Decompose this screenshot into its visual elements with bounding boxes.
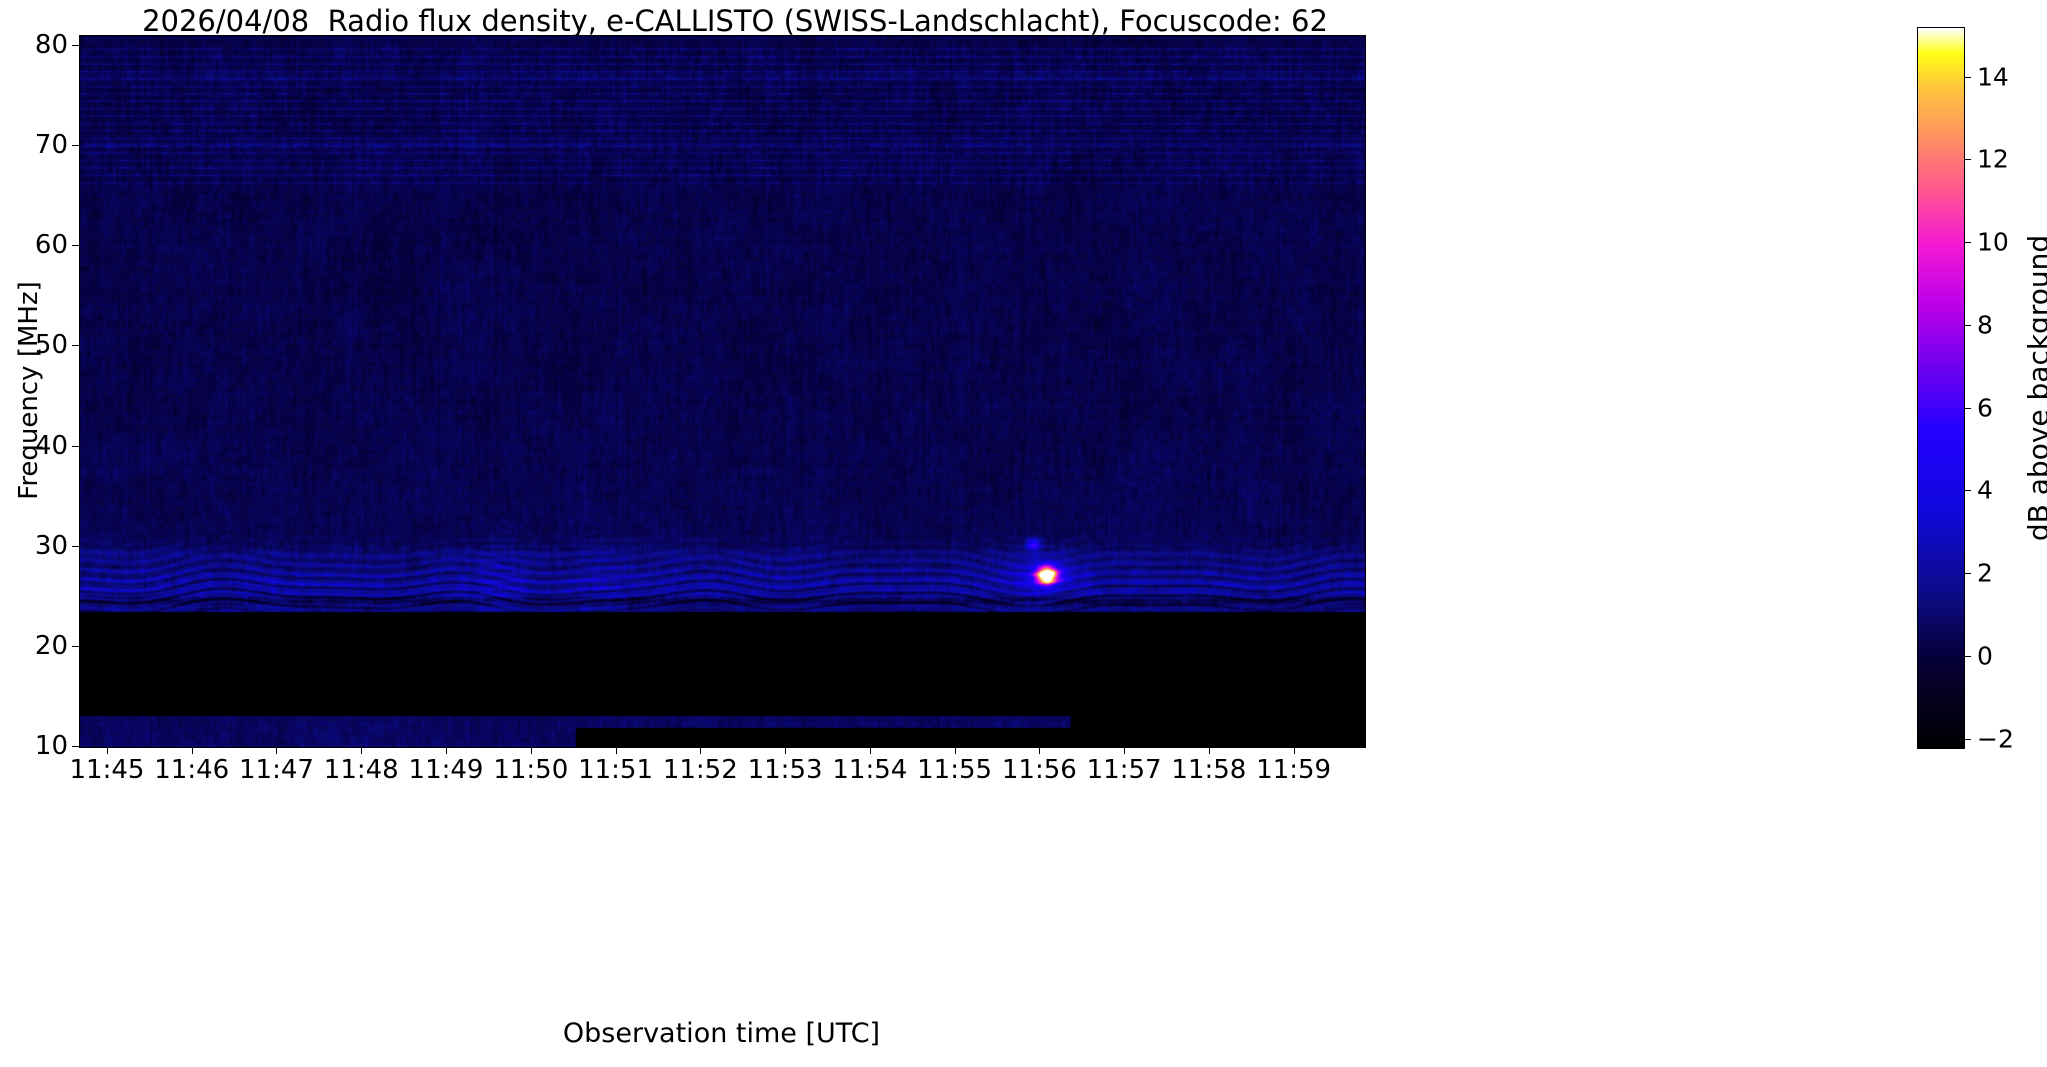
y-tick-mark (72, 145, 79, 147)
page-title: 2026/04/08 Radio flux density, e-CALLIST… (142, 4, 1328, 38)
colorbar-tick-label: 4 (1977, 475, 1993, 505)
colorbar-tick-label: −2 (1977, 724, 2014, 754)
colorbar-tick-label: 2 (1977, 558, 1993, 588)
x-tick-mark (361, 747, 363, 754)
x-tick-mark (276, 747, 278, 754)
y-tick-mark (72, 345, 79, 347)
x-tick-label: 11:57 (1086, 755, 1162, 785)
x-tick-label: 11:53 (747, 755, 823, 785)
y-tick-mark (72, 645, 79, 647)
x-tick-label: 11:48 (323, 755, 399, 785)
colorbar-tick-label: 10 (1977, 227, 2009, 257)
x-tick-label: 11:58 (1171, 755, 1247, 785)
colorbar-tick-label: 8 (1977, 310, 1993, 340)
colorbar-tick-label: 6 (1977, 393, 1993, 423)
y-tick-mark (72, 445, 79, 447)
x-tick-label: 11:52 (662, 755, 738, 785)
x-tick-label: 11:51 (578, 755, 653, 785)
colorbar-tick-mark (1964, 324, 1971, 326)
x-axis-label: Observation time [UTC] (562, 1018, 881, 1049)
y-tick-label: 20 (34, 630, 68, 661)
x-tick-label: 11:50 (493, 755, 569, 785)
x-tick-mark (106, 747, 108, 754)
x-tick-mark (1039, 747, 1041, 754)
colorbar-tick-mark (1964, 407, 1971, 409)
y-tick-mark (72, 245, 79, 247)
x-tick-label: 11:46 (154, 755, 230, 785)
y-tick-label: 30 (34, 530, 68, 561)
y-tick-label: 40 (34, 430, 68, 461)
spectrogram-image (80, 36, 1365, 747)
x-tick-label: 11:59 (1256, 755, 1332, 785)
colorbar-tick-mark (1964, 76, 1971, 78)
colorbar-tick-mark (1964, 159, 1971, 161)
y-tick-mark (72, 45, 79, 46)
colorbar-tick-label: 12 (1977, 144, 2009, 174)
colorbar-tick-label: 14 (1977, 62, 2009, 92)
x-tick-mark (700, 747, 702, 754)
colorbar[interactable] (1917, 27, 1965, 749)
y-tick-mark (72, 545, 79, 547)
spectrogram-axes[interactable] (79, 35, 1366, 748)
x-tick-mark (785, 747, 787, 754)
x-tick-label: 11:47 (239, 755, 314, 785)
x-tick-label: 11:54 (832, 755, 908, 785)
x-tick-mark (1293, 747, 1295, 754)
x-tick-mark (530, 747, 532, 754)
x-tick-label: 11:55 (917, 755, 993, 785)
y-tick-label: 50 (34, 330, 68, 361)
colorbar-tick-mark (1964, 573, 1971, 575)
x-tick-label: 11:45 (69, 755, 145, 785)
x-tick-mark (191, 747, 193, 754)
y-tick-label: 10 (34, 731, 68, 761)
colorbar-tick-mark (1964, 242, 1971, 244)
x-tick-label: 11:56 (1001, 755, 1077, 785)
x-tick-mark (869, 747, 871, 754)
y-tick-label: 80 (34, 30, 68, 60)
y-tick-mark (72, 746, 79, 747)
colorbar-tick-mark (1964, 655, 1971, 657)
colorbar-tick-mark (1964, 738, 1971, 740)
x-tick-mark (1124, 747, 1126, 754)
x-tick-mark (954, 747, 956, 754)
x-tick-mark (446, 747, 448, 754)
colorbar-tick-mark (1964, 490, 1971, 492)
x-tick-mark (615, 747, 617, 754)
y-tick-label: 60 (34, 230, 68, 261)
colorbar-gradient (1918, 28, 1964, 748)
colorbar-label: dB above background (2022, 234, 2047, 542)
x-tick-mark (1208, 747, 1210, 754)
x-tick-label: 11:49 (408, 755, 484, 785)
colorbar-tick-label: 0 (1977, 641, 1993, 671)
y-tick-label: 70 (34, 130, 68, 161)
